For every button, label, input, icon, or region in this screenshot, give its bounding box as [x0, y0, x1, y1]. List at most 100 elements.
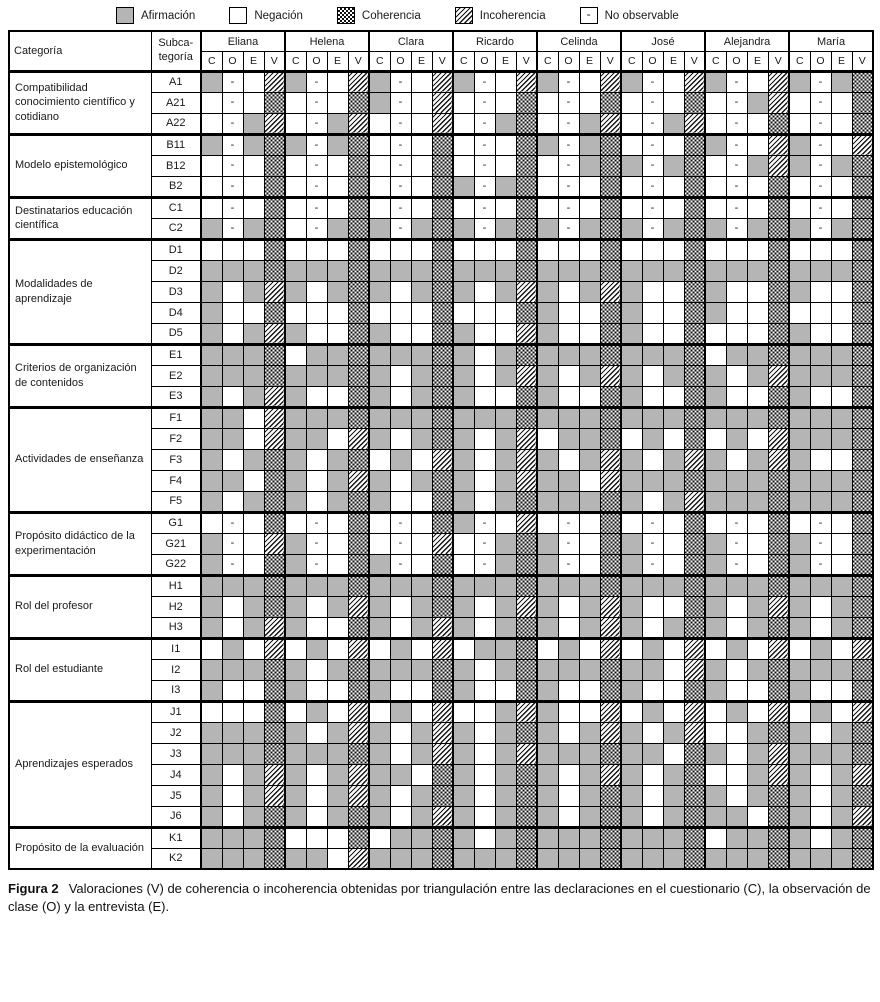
matrix-cell-afirmacion-gray: [809, 342, 832, 366]
matrix-cell-afirmacion-gray: [788, 364, 811, 387]
matrix-cell-afirmacion-gray: [473, 405, 496, 429]
matrix-cell-negacion-white: [452, 154, 475, 177]
matrix-cell-incoherencia-hatch: [347, 636, 370, 660]
matrix-cell-negacion-white: [704, 763, 727, 786]
matrix-cell-afirmacion-gray: [788, 217, 811, 240]
matrix-cell-coherencia-dots: [683, 532, 706, 555]
matrix-cell-coherencia-dots: [347, 154, 370, 177]
teacher-header-alejandra: Alejandra: [704, 30, 790, 52]
matrix-cell-negacion-white: [641, 490, 664, 513]
matrix-cell-afirmacion-gray: [557, 405, 580, 429]
matrix-cell-afirmacion-gray: [641, 469, 664, 492]
matrix-cell-negacion-white: [788, 175, 811, 198]
matrix-cell-afirmacion-gray: [305, 364, 328, 387]
matrix-cell-negacion-white: [557, 301, 580, 324]
matrix-cell-afirmacion-gray: [641, 342, 664, 366]
matrix-cell-afirmacion-gray: [284, 364, 307, 387]
matrix-cell-negacion-white: [242, 69, 265, 93]
matrix-cell-afirmacion-gray: [704, 69, 727, 93]
matrix-cell-negacion-white: [830, 679, 853, 702]
matrix-cell-coherencia-dots: [431, 405, 454, 429]
matrix-cell-coherencia-dots: [851, 784, 874, 807]
matrix-cell-coherencia-dots: [347, 301, 370, 324]
matrix-cell-afirmacion-gray: [746, 469, 769, 492]
matrix-cell-coherencia-dots: [263, 342, 286, 366]
matrix-cell-afirmacion-gray: [662, 490, 685, 513]
matrix-cell-afirmacion-gray: [221, 342, 244, 366]
matrix-cell-negacion-white: [368, 825, 391, 849]
matrix-cell-afirmacion-gray: [494, 658, 517, 681]
matrix-cell-no-observable-dash: -: [809, 553, 832, 576]
matrix-cell-afirmacion-gray: [368, 280, 391, 303]
matrix-cell-coherencia-dots: [599, 825, 622, 849]
matrix-cell-no-observable-dash: -: [473, 553, 496, 576]
matrix-cell-negacion-white: [578, 91, 601, 114]
matrix-cell-afirmacion-gray: [725, 259, 748, 282]
matrix-cell-incoherencia-hatch: [683, 658, 706, 681]
matrix-cell-afirmacion-gray: [452, 573, 475, 597]
matrix-cell-afirmacion-gray: [830, 784, 853, 807]
matrix-cell-negacion-white: [242, 636, 265, 660]
matrix-cell-coherencia-dots: [515, 405, 538, 429]
obs-col-header-O: O: [389, 51, 412, 72]
matrix-cell-negacion-white: [704, 91, 727, 114]
matrix-cell-afirmacion-gray: [809, 658, 832, 681]
matrix-cell-coherencia-dots: [431, 553, 454, 576]
matrix-cell-negacion-white: [746, 553, 769, 576]
matrix-cell-no-observable-dash: -: [557, 195, 580, 219]
matrix-cell-afirmacion-gray: [641, 825, 664, 849]
matrix-cell-negacion-white: [578, 322, 601, 345]
matrix-cell-coherencia-dots: [515, 763, 538, 786]
matrix-cell-afirmacion-gray: [662, 342, 685, 366]
matrix-cell-afirmacion-gray: [788, 490, 811, 513]
matrix-cell-incoherencia-hatch: [515, 280, 538, 303]
matrix-cell-afirmacion-gray: [788, 385, 811, 408]
matrix-cell-afirmacion-gray: [452, 259, 475, 282]
matrix-cell-negacion-white: [725, 658, 748, 681]
matrix-cell-coherencia-dots: [263, 679, 286, 702]
matrix-cell-afirmacion-gray: [326, 658, 349, 681]
teacher-header-jose: José: [620, 30, 706, 52]
matrix-cell-afirmacion-gray: [641, 573, 664, 597]
obs-col-header-C: C: [200, 51, 223, 72]
matrix-cell-negacion-white: [473, 595, 496, 618]
matrix-cell-coherencia-dots: [683, 259, 706, 282]
matrix-cell-coherencia-dots: [515, 112, 538, 135]
matrix-cell-no-observable-dash: -: [725, 195, 748, 219]
figure-caption: Figura 2 Valoraciones (V) de coherencia …: [8, 880, 874, 915]
matrix-cell-incoherencia-hatch: [767, 427, 790, 450]
matrix-cell-negacion-white: [536, 510, 559, 534]
matrix-cell-negacion-white: [578, 237, 601, 261]
matrix-cell-afirmacion-gray: [494, 342, 517, 366]
matrix-cell-coherencia-dots: [431, 280, 454, 303]
matrix-cell-negacion-white: [620, 510, 643, 534]
matrix-cell-afirmacion-gray: [200, 616, 223, 639]
matrix-cell-coherencia-dots: [515, 132, 538, 156]
matrix-cell-incoherencia-hatch: [347, 595, 370, 618]
matrix-cell-coherencia-dots: [515, 259, 538, 282]
legend-item-label: Afirmación: [141, 9, 196, 22]
matrix-cell-no-observable-dash: -: [725, 553, 748, 576]
legend-item: Afirmación: [116, 7, 195, 24]
matrix-cell-afirmacion-gray: [221, 427, 244, 450]
matrix-cell-coherencia-dots: [683, 195, 706, 219]
matrix-cell-afirmacion-gray: [200, 259, 223, 282]
matrix-cell-afirmacion-gray: [221, 825, 244, 849]
matrix-cell-negacion-white: [473, 679, 496, 702]
matrix-cell-negacion-white: [452, 532, 475, 555]
matrix-cell-coherencia-dots: [263, 721, 286, 744]
matrix-cell-afirmacion-gray: [284, 132, 307, 156]
category-label: Actividades de enseñanza: [8, 405, 152, 513]
matrix-cell-afirmacion-gray: [746, 154, 769, 177]
matrix-cell-negacion-white: [557, 322, 580, 345]
matrix-cell-negacion-white: [200, 510, 223, 534]
matrix-cell-afirmacion-gray: [746, 405, 769, 429]
matrix-cell-coherencia-dots: [599, 195, 622, 219]
matrix-cell-no-observable-dash: -: [305, 553, 328, 576]
matrix-cell-afirmacion-gray: [452, 405, 475, 429]
matrix-cell-negacion-white: [641, 595, 664, 618]
matrix-cell-afirmacion-gray: [536, 805, 559, 828]
matrix-cell-afirmacion-gray: [536, 595, 559, 618]
matrix-cell-coherencia-dots: [599, 322, 622, 345]
matrix-cell-afirmacion-gray: [788, 322, 811, 345]
